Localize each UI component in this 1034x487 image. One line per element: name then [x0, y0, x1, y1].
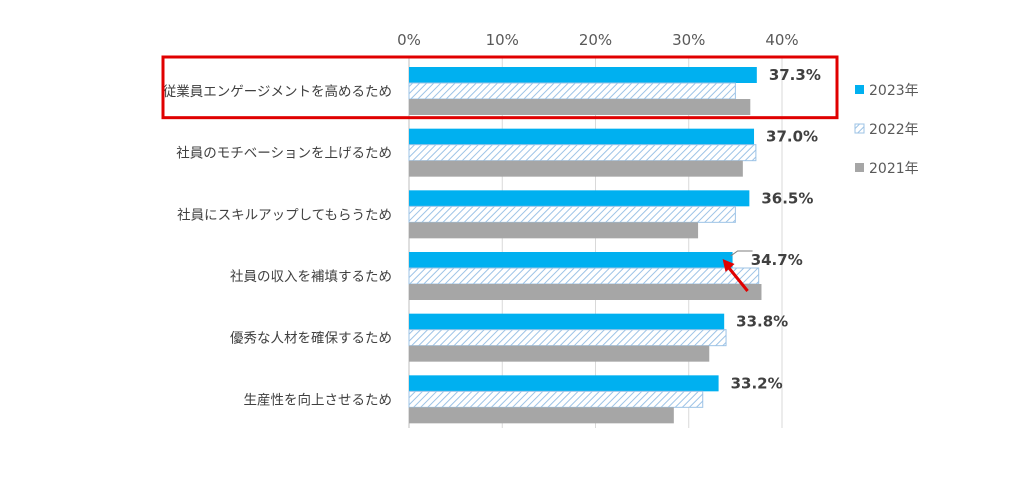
data-label: 36.5%	[761, 189, 813, 207]
category-label: 従業員エンゲージメントを高めるため	[163, 83, 392, 100]
bar-2021年	[409, 222, 699, 239]
leader-line	[730, 250, 753, 257]
bar-2023年	[409, 313, 725, 330]
x-tick-label: 40%	[765, 31, 798, 49]
bar-2022年	[408, 390, 704, 408]
arrow-head	[722, 259, 735, 272]
data-label: 34.7%	[751, 251, 803, 269]
bar-2023年	[409, 67, 757, 83]
category-label: 社員にスキルアップしてもらうため	[177, 207, 392, 223]
legend-label: 2021年	[869, 161, 919, 177]
bar-2021年	[409, 345, 710, 362]
bar-2021年	[409, 160, 743, 177]
bar-2023年	[409, 252, 733, 268]
highlight-box	[161, 55, 839, 120]
data-label: 37.3%	[769, 66, 821, 84]
bar-2022年	[408, 205, 736, 223]
x-tick-label: 10%	[486, 31, 519, 49]
bar-2022年	[408, 329, 727, 347]
category-label: 社員の収入を補填するため	[230, 269, 392, 285]
category-label: 社員のモチベーションを上げるため	[176, 146, 392, 162]
bar-2021年	[409, 284, 762, 300]
legend-label: 2022年	[869, 122, 919, 138]
legend-label: 2023年	[869, 83, 919, 99]
legend-swatch	[854, 123, 865, 134]
bar-2022年	[408, 144, 757, 162]
legend-swatch	[855, 85, 864, 94]
arrow-shaft	[725, 264, 749, 292]
data-label: 33.2%	[731, 374, 783, 392]
bar-2022年	[408, 82, 736, 100]
bar-2022年	[408, 267, 760, 285]
bar-2021年	[409, 99, 751, 115]
bar-2021年	[409, 407, 674, 424]
x-tick-label: 0%	[397, 31, 421, 49]
bar-2023年	[409, 375, 719, 392]
x-tick-label: 20%	[579, 31, 612, 49]
category-label: 優秀な人材を確保するため	[230, 331, 392, 347]
bar-2023年	[409, 190, 750, 207]
category-label: 生産性を向上させるため	[244, 392, 393, 408]
legend-swatch	[855, 163, 864, 172]
x-tick-label: 30%	[672, 31, 705, 49]
data-label: 33.8%	[736, 313, 788, 331]
bar-2023年	[409, 128, 755, 145]
data-label: 37.0%	[766, 128, 818, 146]
